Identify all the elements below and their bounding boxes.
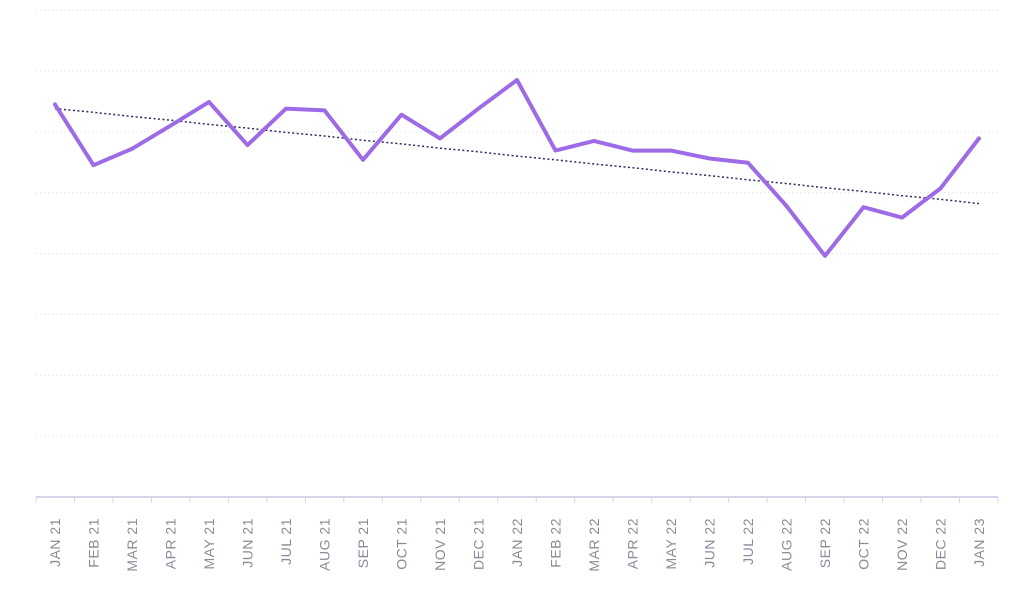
x-tick-label: NOV 22 xyxy=(894,518,910,571)
x-tick-label: JUN 21 xyxy=(240,518,256,568)
x-tick-label: JAN 22 xyxy=(509,518,525,567)
x-tick-label: OCT 21 xyxy=(394,518,410,570)
x-tick-label: JAN 23 xyxy=(971,518,987,567)
x-tick-label: FEB 21 xyxy=(86,518,102,568)
x-tick-label: SEP 21 xyxy=(355,518,371,568)
x-tick-label: MAR 22 xyxy=(586,518,602,572)
x-tick-label: JUL 21 xyxy=(278,518,294,565)
x-tick-label: JAN 21 xyxy=(47,518,63,567)
x-tick-label: DEC 22 xyxy=(933,518,949,570)
x-tick-label: APR 22 xyxy=(625,518,641,569)
series-line xyxy=(53,78,981,258)
gridlines xyxy=(36,9,998,437)
x-tick-label: NOV 21 xyxy=(432,518,448,571)
x-tick-label: SEP 22 xyxy=(817,518,833,568)
x-tick-label: JUN 22 xyxy=(702,518,718,568)
x-tick-label: MAY 21 xyxy=(201,518,217,570)
x-axis-tick-labels: JAN 21 FEB 21 MAR 21 APR 21 MAY 21 JUN 21 JUL … xyxy=(47,518,987,572)
x-tick-label: JUL 22 xyxy=(740,518,756,565)
x-tick-label: DEC 21 xyxy=(471,518,487,570)
x-tick-label: FEB 22 xyxy=(548,518,564,568)
x-tick-label: AUG 22 xyxy=(779,518,795,571)
x-tick-label: OCT 22 xyxy=(856,518,872,570)
x-tick-label: MAR 21 xyxy=(124,518,140,572)
x-tick-label: MAY 22 xyxy=(663,518,679,570)
trend-line xyxy=(54,107,980,205)
x-axis-ticks xyxy=(35,497,999,503)
x-tick-label: AUG 21 xyxy=(317,518,333,571)
x-tick-label: APR 21 xyxy=(163,518,179,569)
